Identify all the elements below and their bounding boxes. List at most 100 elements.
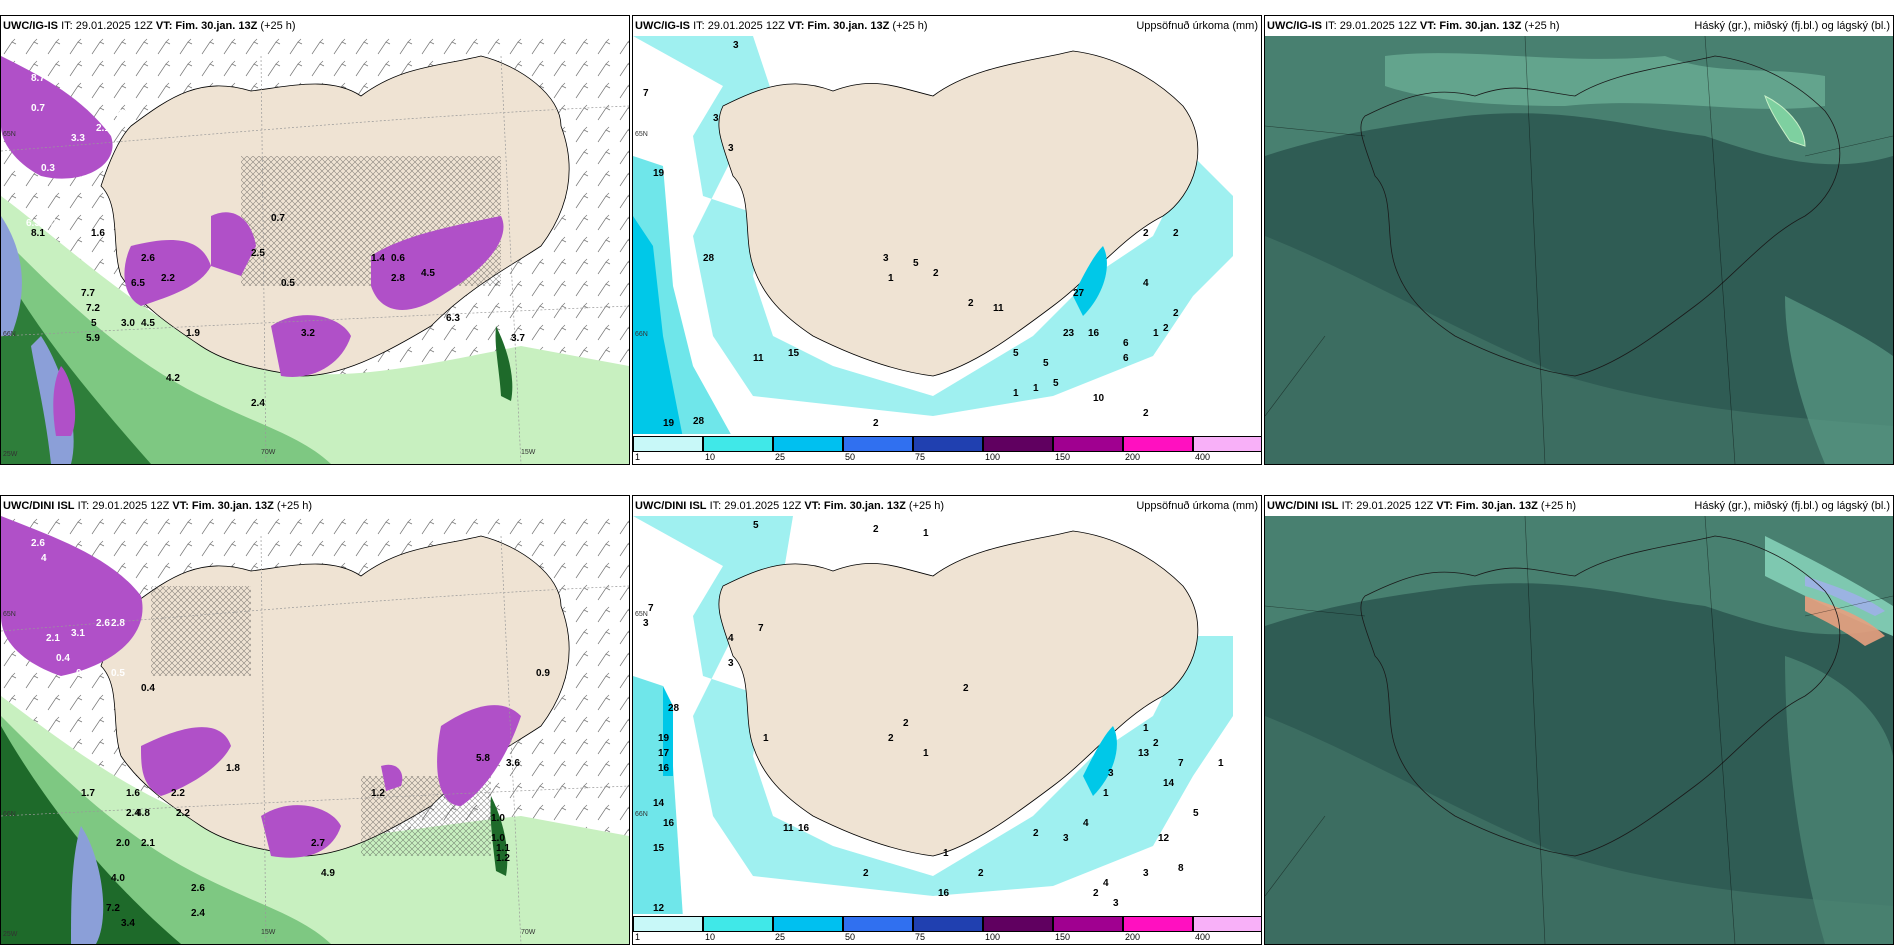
map-value-label: 4 [728,633,734,644]
map-value-label: 28 [703,253,715,264]
grid-label: 15W [521,449,536,456]
map-value-label: 3 [1113,898,1119,909]
grid-label: 15W [261,929,276,936]
map-value-label: 1 [923,748,929,759]
lead-time: (+25 h) [276,500,313,512]
map-value-label: 3.2 [301,328,315,339]
map-value-label: 23 [1063,328,1075,339]
map-value-label: 7 [1178,758,1184,769]
colorbar-segment [1123,436,1193,452]
cloud-map[interactable] [1265,36,1893,464]
map-value-label: 2 [873,418,879,429]
map-value-label: 1 [763,733,769,744]
map-value-label: 1.0 [491,833,505,844]
map-value-label: 19 [653,168,665,179]
map-value-label: 12 [1158,833,1170,844]
rain-purple-sw [211,212,256,276]
grid-label: 66N [3,811,16,818]
map-value-label: 3 [728,658,734,669]
map-value-label: 3 [1063,833,1069,844]
map-value-label: 10.9 [81,943,101,944]
map-value-label: 0.3 [41,163,55,174]
map-value-label: 13 [1138,748,1150,759]
map-value-label: 2.6 [141,253,155,264]
map-value-label: 4 [1083,818,1089,829]
valid-time: VT: Fim. 30.jan. 13Z [804,500,906,512]
map-value-label: 1.4 [371,253,385,264]
map-value-label: 2 [968,298,974,309]
init-time: IT: 29.01.2025 12Z [709,500,802,512]
map-value-label: 2 [1143,228,1149,239]
panel-header: UWC/DINI ISL IT: 29.01.2025 12Z VT: Fim.… [1265,496,1893,516]
map-value-label: 2.6 [191,883,205,894]
map-value-label: 1.1 [496,843,510,854]
map-value-label: 6.5 [131,278,145,289]
map-value-label: 1.0 [491,813,505,824]
colorbar-segment [983,436,1053,452]
map-value-label: 28 [668,703,680,714]
rain-blue-area-west [1,216,22,336]
hatched-region [151,586,251,676]
precip-mid-area [633,676,683,918]
precip-type-map[interactable]: 2.642.1 3.12.6 2.80.40.9 0.50.41.7 1.62.42.2… [1,516,629,944]
colorbar-tick: 1 [635,932,641,942]
valid-time: VT: Fim. 30.jan. 13Z [155,20,258,32]
colorbar-segment [843,916,913,932]
map-value-label: 7.2 [106,903,120,914]
map-value-label: 2.1 [141,838,155,849]
map-value-label: 3 [643,618,649,629]
map-value-label: 4.8 [136,808,150,819]
map-value-label: 6.3 [26,218,40,229]
colorbar-segment [773,436,843,452]
map-value-label: 2.6 [31,538,45,549]
colorbar-tick: 200 [1125,932,1141,942]
map-value-label: 2 [963,683,969,694]
lead-time: (+25 h) [1540,500,1577,512]
precip-light-area [633,36,1233,416]
rain-purple-se [371,216,504,310]
grid-label: 65N [635,131,648,138]
map-value-label: 2 [1173,308,1179,319]
lead-time: (+25 h) [1524,20,1560,32]
map-value-label: 2.7 [311,838,325,849]
rain-purple-se [437,705,521,806]
map-value-label: 2 [1033,828,1039,839]
panel-header: UWC/DINI ISL IT: 29.01.2025 12Z VT: Fim.… [1,496,629,516]
map-value-label: 4.9 [321,868,335,879]
grid-label: 70W [261,449,276,456]
map-value-label: 16 [798,823,810,834]
panel-igis-accum-precip: UWC/IG-IS IT: 29.01.2025 12Z VT: Fim. 30… [632,15,1262,465]
map-value-label: 19 [663,418,675,429]
map-value-label: 2.7 [116,108,130,119]
grid-label: 25W [3,451,18,458]
cloud-map[interactable] [1265,516,1893,944]
model-name: UWC/DINI ISL [635,500,707,512]
accum-precip-map[interactable]: 3733192835122112723162664525110151928241… [633,36,1261,438]
panel-dini-accum-precip: UWC/DINI ISL IT: 29.01.2025 12Z VT: Fim.… [632,495,1262,945]
grid-label: 65N [3,131,16,138]
colorbar-segment [843,436,913,452]
model-name: UWC/DINI ISL [1267,500,1339,512]
map-value-label: 0.7 [271,213,285,224]
colorbar-tick: 100 [985,932,1001,942]
model-name: UWC/IG-IS [1267,20,1322,32]
model-name: UWC/IG-IS [3,20,58,32]
map-value-label: 4.5 [141,318,155,329]
colorbar-tick: 150 [1055,932,1071,942]
map-value-label: 2 [873,524,879,535]
init-time: IT: 29.01.2025 12Z [693,20,785,32]
precip-type-map[interactable]: 8.70.72.12.73.36.38.12.57.77.255.93.0 4.5… [1,36,629,464]
map-value-label: 7 [758,623,764,634]
map-value-label: 2.2 [176,808,190,819]
map-value-label: 5.8 [476,753,490,764]
init-time: IT: 29.01.2025 12Z [77,500,170,512]
valid-time: VT: Fim. 30.jan. 13Z [1419,20,1522,32]
map-value-label: 27 [1073,288,1085,299]
valid-time: VT: Fim. 30.jan. 13Z [172,500,274,512]
valid-time: VT: Fim. 30.jan. 13Z [1436,500,1538,512]
map-value-label: 7.7 [81,288,95,299]
model-name: UWC/IG-IS [635,20,690,32]
map-value-label: 2.4 [251,398,265,409]
map-value-label: 15 [788,348,800,359]
